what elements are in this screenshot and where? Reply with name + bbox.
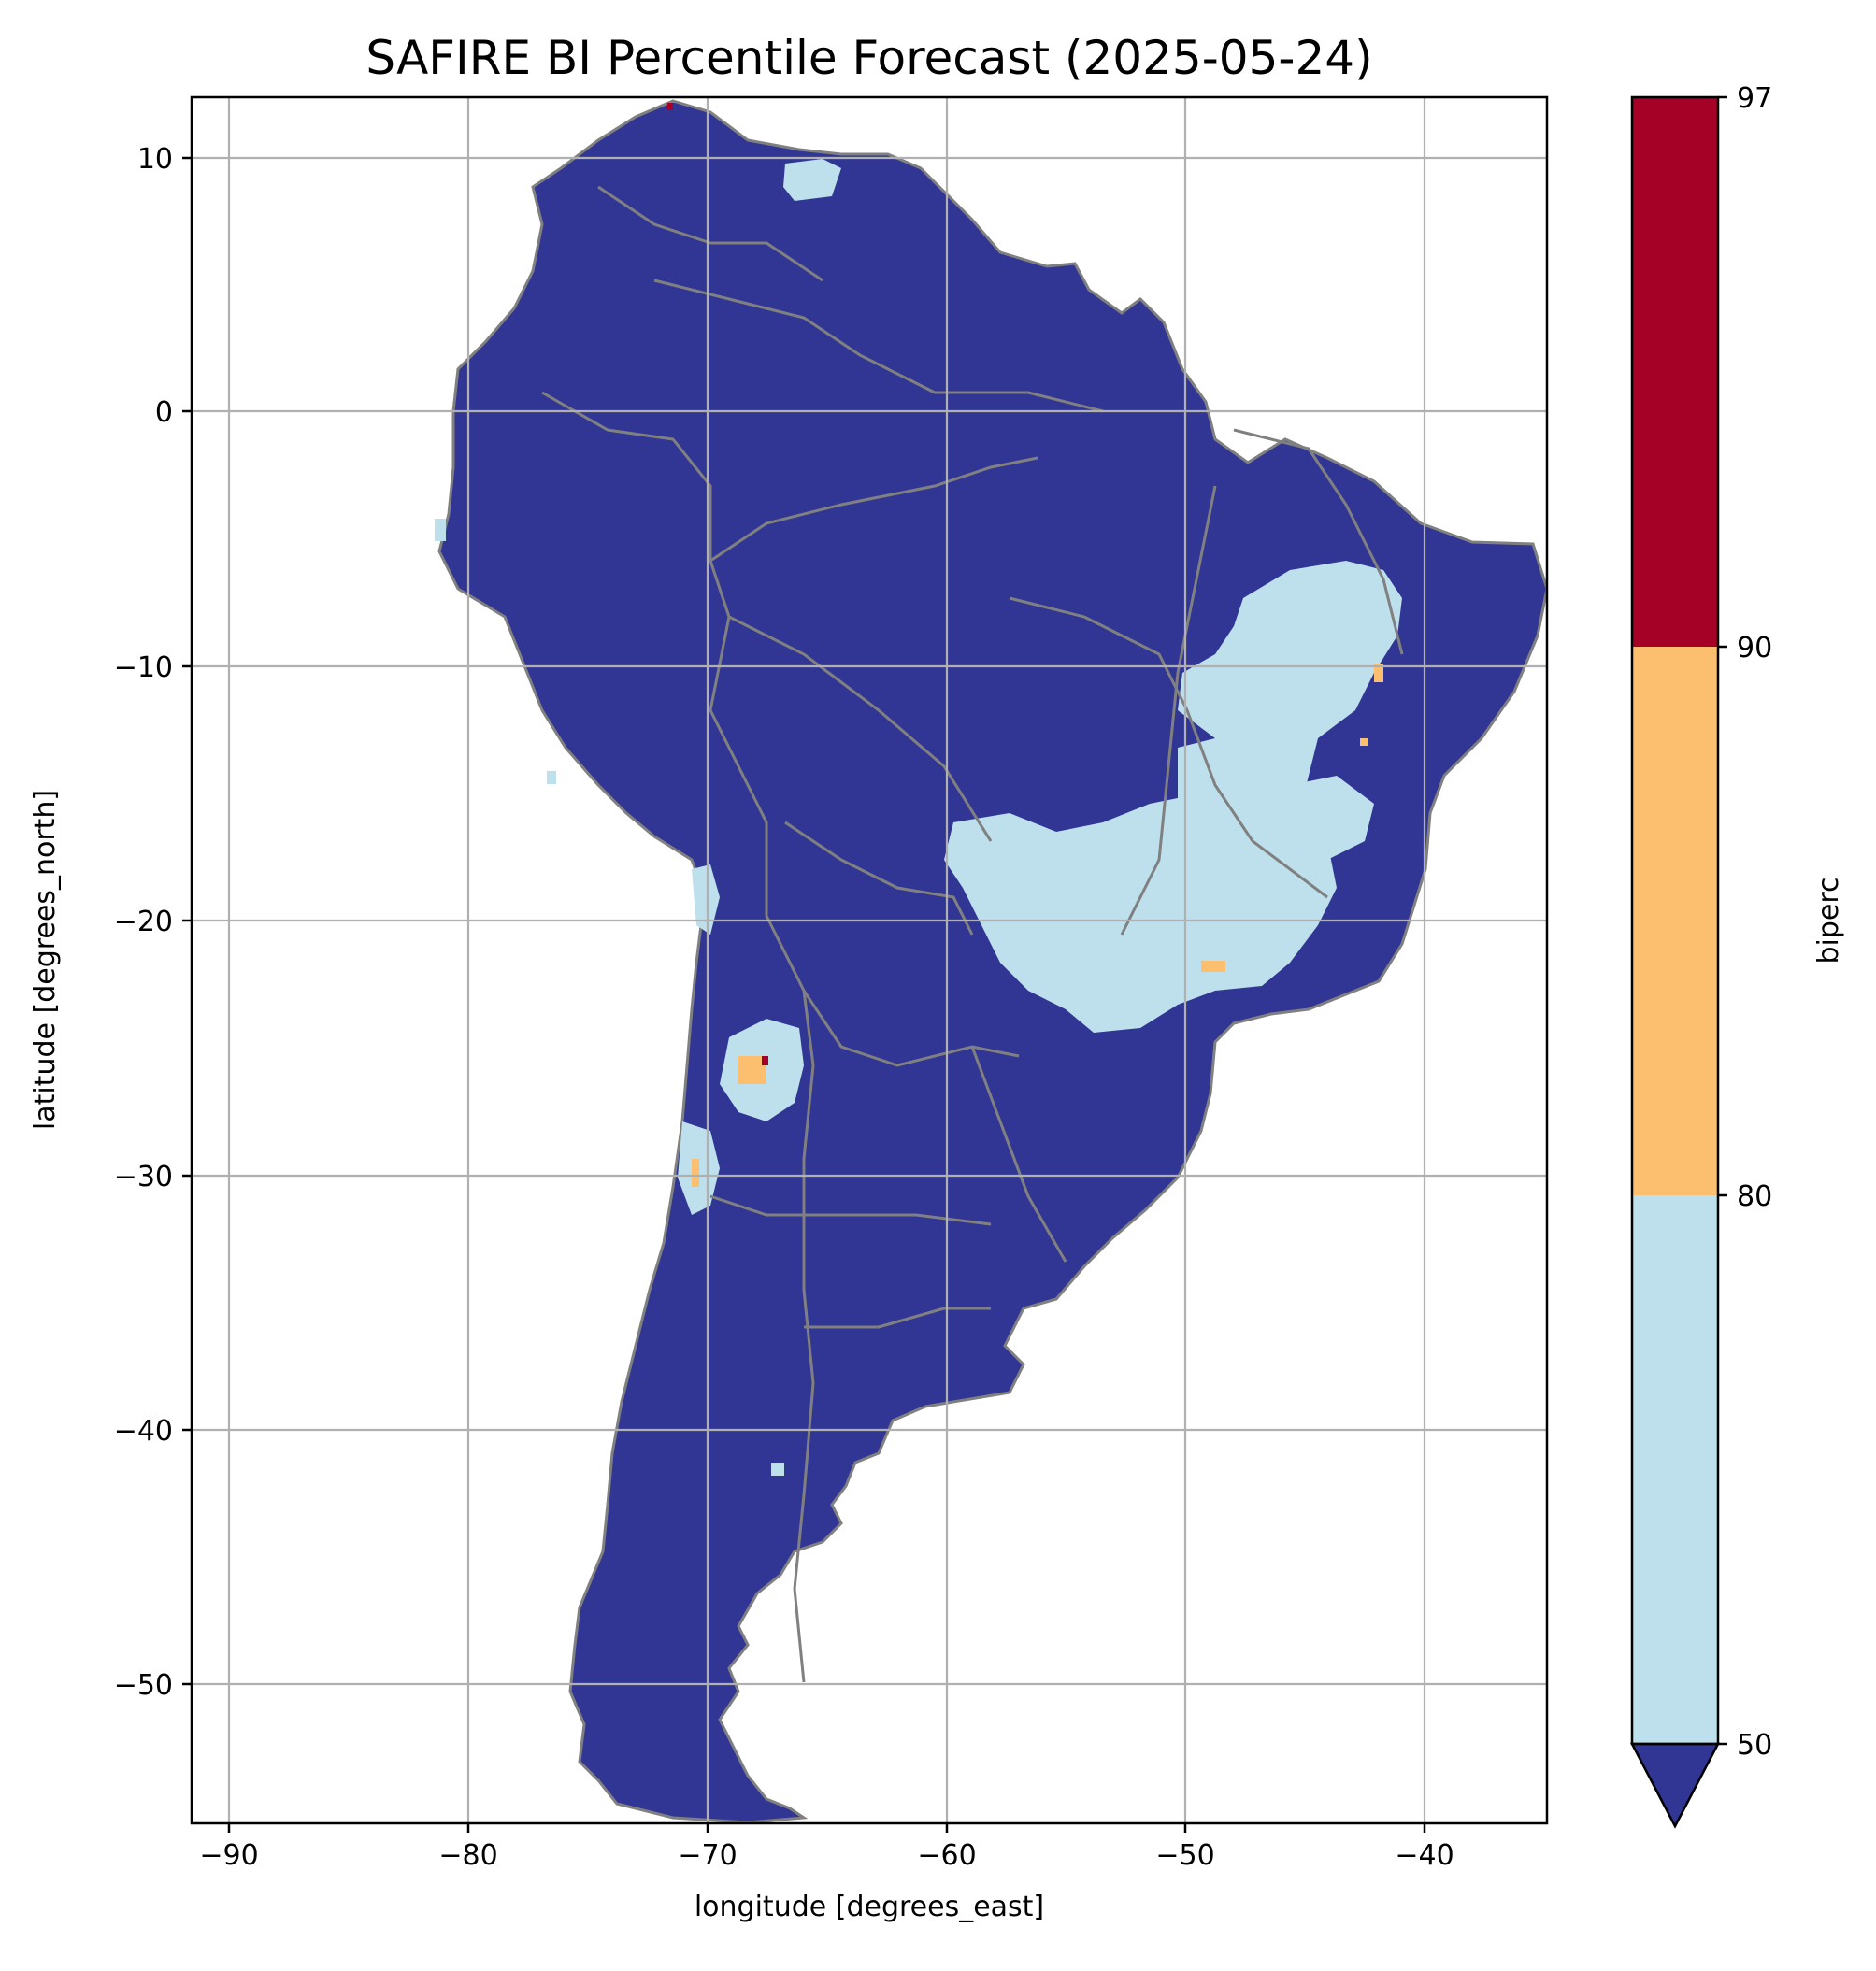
colorbar-label: biperc — [1812, 877, 1845, 964]
colorbar-tick-label: 90 — [1737, 632, 1772, 664]
orange-spot-2 — [1374, 664, 1383, 682]
region-patagonia-spot — [771, 1463, 784, 1476]
border-line-6 — [970, 1046, 1067, 1263]
colorbar-segment-80-90 — [1632, 647, 1718, 1195]
border-line-11 — [597, 185, 823, 282]
border-line-1 — [541, 391, 993, 842]
grid-lines — [192, 97, 1547, 1823]
x-tick-label: −80 — [438, 1839, 497, 1872]
y-tick-label: −40 — [114, 1415, 173, 1448]
colorbar-tick-label: 80 — [1737, 1180, 1772, 1213]
red-spot-1 — [762, 1056, 768, 1065]
y-tick-label: 0 — [155, 396, 173, 429]
y-tick-label: −20 — [114, 906, 173, 938]
colorbar-segment-90-97 — [1632, 97, 1718, 647]
orange-spot-5 — [1360, 738, 1368, 746]
y-axis-label: latitude [degrees_north] — [29, 790, 62, 1130]
region-coast-spot-2 — [547, 771, 556, 784]
y-tick-label: −30 — [114, 1161, 173, 1193]
percentile-90-97-spots — [667, 103, 768, 1065]
map-title: SAFIRE BI Percentile Forecast (2025-05-2… — [365, 31, 1372, 85]
border-line-12 — [804, 1307, 991, 1329]
y-tick-label: −10 — [114, 651, 173, 684]
border-line-2 — [709, 456, 1038, 563]
orange-spot-4 — [692, 1159, 699, 1187]
map-layer — [192, 97, 1547, 1823]
border-line-4 — [784, 821, 974, 936]
region-minas-gerais — [1178, 738, 1374, 878]
region-venezuela — [783, 159, 841, 201]
colorbar: 97 90 80 50 biperc — [1629, 82, 1845, 1829]
y-tick-label: 10 — [137, 143, 173, 176]
x-tick-label: −70 — [678, 1839, 737, 1872]
border-line-8 — [1233, 428, 1404, 655]
colorbar-tick-label: 97 — [1737, 82, 1772, 115]
x-tick-label: −90 — [199, 1839, 258, 1872]
region-andes-north — [692, 864, 720, 935]
border-line-3 — [709, 616, 1020, 1067]
south-america-land — [437, 99, 1547, 1823]
orange-spot-1 — [1201, 961, 1225, 972]
red-spot-2 — [667, 103, 673, 110]
x-axis-label: longitude [degrees_east] — [695, 1891, 1044, 1923]
colorbar-segment-50-80 — [1632, 1195, 1718, 1744]
colorbar-extend-min-triangle — [1629, 1742, 1721, 1829]
map-axes: −90 −80 −70 −60 −50 −40 longitude [degre… — [29, 95, 1549, 1923]
colorbar-tick-label: 50 — [1737, 1729, 1772, 1762]
x-tick-label: −50 — [1155, 1839, 1214, 1872]
y-axis: 10 0 −10 −20 −30 −40 −50 latitude [degre… — [29, 143, 192, 1702]
border-line-13 — [709, 1194, 992, 1226]
map-frame — [190, 95, 1549, 1825]
x-tick-label: −60 — [917, 1839, 976, 1872]
country-borders — [541, 185, 1404, 1683]
y-tick-label: −50 — [114, 1669, 173, 1702]
percentile-50-80-regions — [435, 159, 1402, 1476]
border-line-9 — [1009, 596, 1328, 899]
x-axis: −90 −80 −70 −60 −50 −40 longitude [degre… — [199, 1823, 1454, 1923]
border-line-5 — [793, 990, 815, 1683]
border-line-7 — [1120, 485, 1217, 936]
colorbar-frame — [1630, 95, 1720, 1746]
region-coast-spot-1 — [435, 519, 446, 541]
x-tick-label: −40 — [1395, 1839, 1454, 1872]
border-line-10 — [653, 279, 1104, 413]
